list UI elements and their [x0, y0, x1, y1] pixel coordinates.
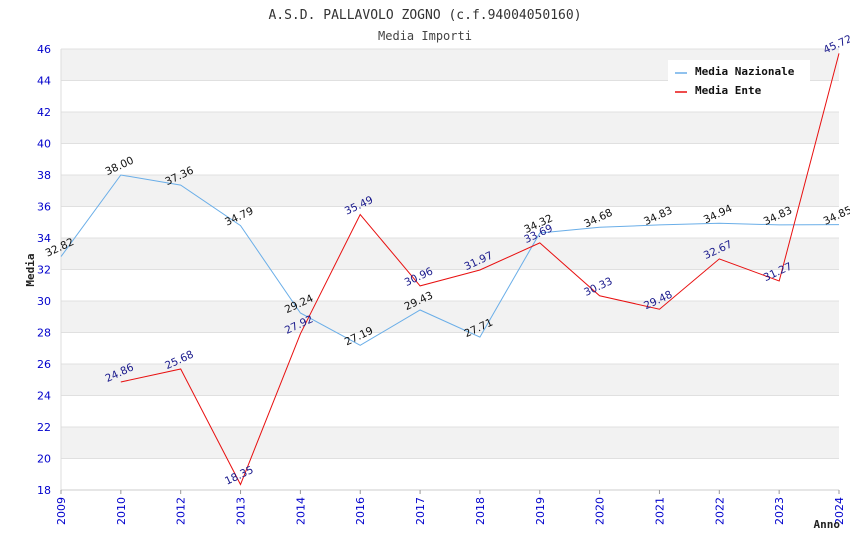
- y-tick-label: 26: [37, 358, 51, 371]
- y-tick-label: 44: [37, 75, 51, 88]
- grid-band: [61, 238, 839, 270]
- x-tick-label: 2023: [773, 497, 786, 525]
- x-tick-label: 2014: [294, 497, 307, 525]
- y-tick-label: 18: [37, 484, 51, 497]
- y-tick-label: 38: [37, 169, 51, 182]
- y-tick-label: 42: [37, 106, 51, 119]
- y-axis-label: Media: [24, 253, 37, 286]
- y-tick-label: 24: [37, 390, 51, 403]
- x-tick-label: 2010: [115, 497, 128, 525]
- y-tick-label: 36: [37, 201, 51, 214]
- y-tick-label: 34: [37, 232, 51, 245]
- x-tick-label: 2021: [653, 497, 666, 525]
- data-label-ente: 18.35: [223, 464, 255, 488]
- x-axis-label: Anno: [814, 518, 841, 531]
- x-tick-label: 2017: [414, 497, 427, 525]
- y-tick-label: 46: [37, 43, 51, 56]
- chart-title: A.S.D. PALLAVOLO ZOGNO (c.f.94004050160): [268, 8, 581, 23]
- chart-subtitle: Media Importi: [378, 29, 472, 43]
- y-tick-label: 28: [37, 327, 51, 340]
- y-tick-label: 22: [37, 421, 51, 434]
- y-tick-label: 30: [37, 295, 51, 308]
- x-tick-label: 2012: [175, 497, 188, 525]
- y-tick-label: 20: [37, 453, 51, 466]
- grid-band: [61, 175, 839, 207]
- x-tick-label: 2019: [534, 497, 547, 525]
- series-line-ente: [120, 53, 840, 486]
- x-tick-label: 2018: [474, 497, 487, 525]
- x-tick-label: 2022: [713, 497, 726, 525]
- grid-band: [61, 364, 839, 396]
- y-tick-label: 32: [37, 264, 51, 277]
- series-line-nazionale: [60, 174, 840, 346]
- y-tick-labels: 18 20 22 24 26 28 30 32 34 36 38 40 42 44 46: [37, 43, 51, 497]
- legend: Media Nazionale Media Ente: [668, 60, 810, 102]
- x-tick-labels: 2009 2010 2012 2013 2014 2016 2017 2018 2019 2020…: [55, 497, 846, 525]
- x-tick-label: 2020: [594, 497, 607, 525]
- legend-label-nazionale: Media Nazionale: [695, 65, 795, 78]
- legend-label-ente: Media Ente: [695, 84, 762, 97]
- grid-band: [61, 427, 839, 459]
- x-tick-label: 2016: [354, 497, 367, 525]
- x-tick-label: 2009: [55, 497, 68, 525]
- grid-band: [61, 112, 839, 144]
- x-tick-label: 2024: [833, 497, 846, 525]
- y-tick-label: 40: [37, 138, 51, 151]
- series-lines: [60, 53, 840, 486]
- grid-band: [61, 301, 839, 333]
- grid-bands: [61, 49, 839, 459]
- axes: [60, 49, 840, 494]
- x-tick-label: 2013: [235, 497, 248, 525]
- legend-box: [668, 60, 810, 102]
